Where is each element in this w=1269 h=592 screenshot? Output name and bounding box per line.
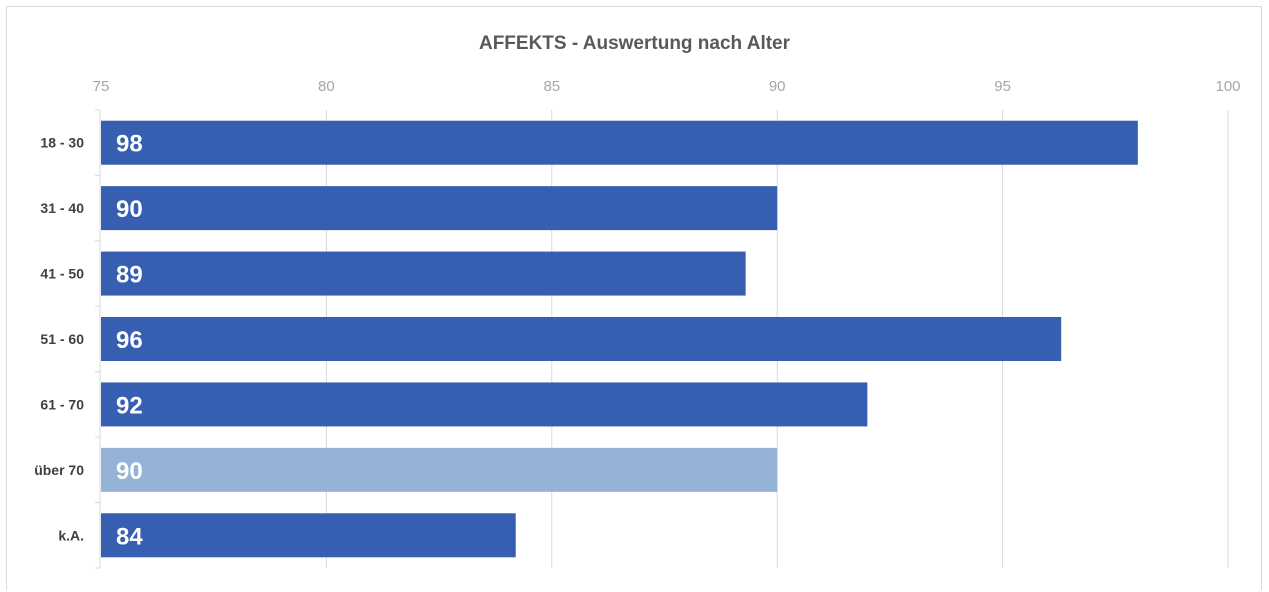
category-label: 18 - 30 xyxy=(40,135,84,151)
x-tick-label: 85 xyxy=(543,78,560,95)
bar xyxy=(101,186,778,231)
category-label: 51 - 60 xyxy=(40,331,84,347)
x-tick-label: 80 xyxy=(318,78,335,95)
bar xyxy=(101,447,778,492)
bar xyxy=(101,317,1062,361)
chart-frame xyxy=(6,6,1262,590)
data-label: 90 xyxy=(116,458,143,485)
x-tick-label: 95 xyxy=(994,78,1011,95)
data-label: 98 xyxy=(116,131,143,158)
data-label: 84 xyxy=(116,523,143,550)
data-label: 89 xyxy=(116,262,143,289)
bar xyxy=(101,120,1138,165)
bar xyxy=(101,251,746,296)
x-tick-label: 100 xyxy=(1215,78,1240,95)
x-tick-label: 90 xyxy=(769,78,786,95)
category-label: 31 - 40 xyxy=(40,200,84,216)
category-label: 61 - 70 xyxy=(40,396,84,412)
x-tick-label: 75 xyxy=(93,78,110,95)
bar xyxy=(101,382,868,427)
data-label: 96 xyxy=(116,327,143,354)
category-label: über 70 xyxy=(34,462,84,478)
category-label: 41 - 50 xyxy=(40,266,84,282)
data-label: 90 xyxy=(116,196,143,223)
chart-title: AFFEKTS - Auswertung nach Alter xyxy=(478,33,791,54)
category-label: k.A. xyxy=(58,527,84,543)
bar xyxy=(101,513,516,558)
data-label: 92 xyxy=(116,392,143,419)
